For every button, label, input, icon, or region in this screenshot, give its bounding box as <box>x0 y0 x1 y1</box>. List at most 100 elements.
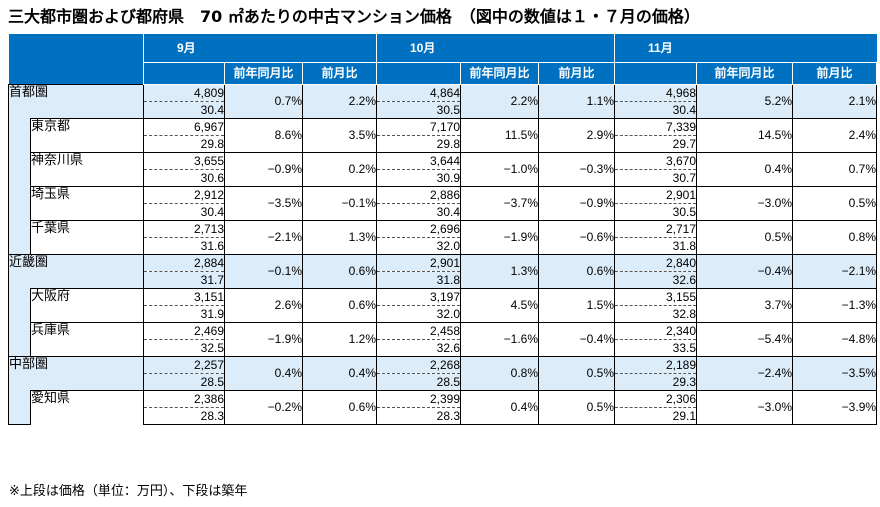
building-age: 30.4 <box>614 101 697 118</box>
yoy-change: −3.0% <box>696 185 793 220</box>
price-value: 2,257 <box>143 355 225 374</box>
price-subheader-blank <box>376 61 461 85</box>
building-age: 30.4 <box>376 203 461 220</box>
mom-change: −0.9% <box>537 185 615 220</box>
yoy-change: 0.4% <box>224 355 303 390</box>
price-value: 7,339 <box>614 117 697 136</box>
building-age: 32.0 <box>376 237 461 254</box>
table-row: 大阪府 3,151 2.6% 0.6% 3,197 4.5% 1.5% 3,155 3.7% −1… <box>8 287 878 322</box>
price-value: 3,155 <box>614 287 697 306</box>
price-value: 2,713 <box>143 219 225 238</box>
mom-change: 2.2% <box>302 83 377 118</box>
building-age: 32.6 <box>376 339 461 356</box>
page-title: 三大都市圏および都府県 70 ㎡あたりの中古マンション価格 （図中の数値は１・７… <box>8 7 700 26</box>
mom-change: 0.6% <box>302 287 377 322</box>
building-age: 28.3 <box>376 407 461 425</box>
price-value: 7,170 <box>376 117 461 136</box>
price-value: 6,967 <box>143 117 225 136</box>
table-row: 兵庫県 2,469 −1.9% 1.2% 2,458 −1.6% −0.4% 2,340 −5.… <box>8 321 878 356</box>
price-value: 2,912 <box>143 185 225 204</box>
table-row: 神奈川県 3,655 −0.9% 0.2% 3,644 −1.0% −0.3% 3,670 0.… <box>8 151 878 186</box>
yoy-change: 0.4% <box>696 151 793 186</box>
mom-change: 1.1% <box>537 83 615 118</box>
building-age: 31.9 <box>143 305 225 322</box>
price-value: 3,197 <box>376 287 461 306</box>
table-row-age: 32.5 32.6 33.5 <box>9 339 877 356</box>
yoy-change: −2.1% <box>224 219 303 254</box>
indent-spacer <box>8 288 31 322</box>
mom-change: 3.5% <box>302 117 377 152</box>
month-header: 10月 <box>376 34 616 62</box>
yoy-change: −1.0% <box>460 151 539 186</box>
footnote: ※上段は価格（単位：万円）、下段は築年 <box>9 484 248 499</box>
price-subheader-blank <box>143 61 225 85</box>
mom-change: −1.3% <box>792 287 878 322</box>
building-age: 30.5 <box>614 203 697 220</box>
building-age: 32.5 <box>143 339 225 356</box>
mom-change: 1.5% <box>537 287 615 322</box>
yoy-change: −0.1% <box>224 253 303 288</box>
prefecture-name: 愛知県 <box>30 389 144 424</box>
building-age: 30.9 <box>376 169 461 186</box>
building-age: 31.7 <box>143 271 225 288</box>
indent-spacer <box>8 390 31 425</box>
building-age: 32.8 <box>614 305 697 322</box>
region-name: 近畿圏 <box>8 253 144 288</box>
mom-change: −0.6% <box>537 219 615 254</box>
month-header: 9月 <box>143 34 377 62</box>
mom-change: 1.3% <box>302 219 377 254</box>
mom-change: 0.6% <box>302 253 377 288</box>
mom-subheader: 前月比 <box>302 61 377 85</box>
mom-change: 1.2% <box>302 321 377 356</box>
price-value: 2,696 <box>376 219 461 238</box>
price-value: 2,901 <box>614 185 697 204</box>
table-row-age: 31.6 32.0 31.8 <box>9 237 877 254</box>
yoy-change: 8.6% <box>224 117 303 152</box>
yoy-change: −3.7% <box>460 185 539 220</box>
prefecture-name: 埼玉県 <box>30 185 144 220</box>
indent-spacer <box>8 152 31 186</box>
yoy-change: 0.8% <box>460 355 539 390</box>
month-header: 11月 <box>614 34 877 62</box>
price-value: 2,268 <box>376 355 461 374</box>
mom-change: 0.2% <box>302 151 377 186</box>
indent-spacer <box>8 118 31 152</box>
price-value: 2,340 <box>614 321 697 340</box>
mom-change: −3.5% <box>792 355 878 390</box>
building-age: 30.7 <box>614 169 697 186</box>
prefecture-name: 大阪府 <box>30 287 144 322</box>
price-value: 2,458 <box>376 321 461 340</box>
table-row: 千葉県 2,713 −2.1% 1.3% 2,696 −1.9% −0.6% 2,717 0.5… <box>8 219 878 254</box>
table-row-age: 31.7 31.8 32.6 <box>9 271 877 288</box>
yoy-subheader: 前年同月比 <box>224 61 303 85</box>
building-age: 31.8 <box>614 237 697 254</box>
price-value: 2,886 <box>376 185 461 204</box>
mom-change: −0.3% <box>537 151 615 186</box>
mom-change: 0.5% <box>792 185 878 220</box>
mom-subheader: 前月比 <box>537 61 616 85</box>
yoy-change: 3.7% <box>696 287 793 322</box>
yoy-change: 0.7% <box>224 83 303 118</box>
yoy-change: −3.5% <box>224 185 303 220</box>
building-age: 28.5 <box>376 373 461 390</box>
building-age: 31.8 <box>376 271 461 288</box>
building-age: 29.3 <box>614 373 697 390</box>
mom-change: 2.9% <box>537 117 615 152</box>
table-row: 愛知県 2,386 −0.2% 0.6% 2,399 0.4% 0.5% 2,306 −3.0%… <box>8 389 878 425</box>
price-value: 3,670 <box>614 151 697 170</box>
building-age: 33.5 <box>614 339 697 356</box>
yoy-change: −2.4% <box>696 355 793 390</box>
yoy-change: −0.4% <box>696 253 793 288</box>
building-age: 31.6 <box>143 237 225 254</box>
table-row: 首都圏 4,809 0.7% 2.2% 4,864 2.2% 1.1% 4,968 5.2% 2.… <box>8 83 878 118</box>
price-value: 4,968 <box>614 83 697 102</box>
table-row-age: 28.5 28.5 29.3 <box>9 373 877 390</box>
region-name: 中部圏 <box>8 355 144 390</box>
price-value: 2,189 <box>614 355 697 374</box>
price-value: 3,655 <box>143 151 225 170</box>
prefecture-name: 兵庫県 <box>30 321 144 356</box>
yoy-change: 2.6% <box>224 287 303 322</box>
building-age: 29.7 <box>614 135 697 152</box>
building-age: 28.3 <box>143 407 225 425</box>
yoy-change: 14.5% <box>696 117 793 152</box>
